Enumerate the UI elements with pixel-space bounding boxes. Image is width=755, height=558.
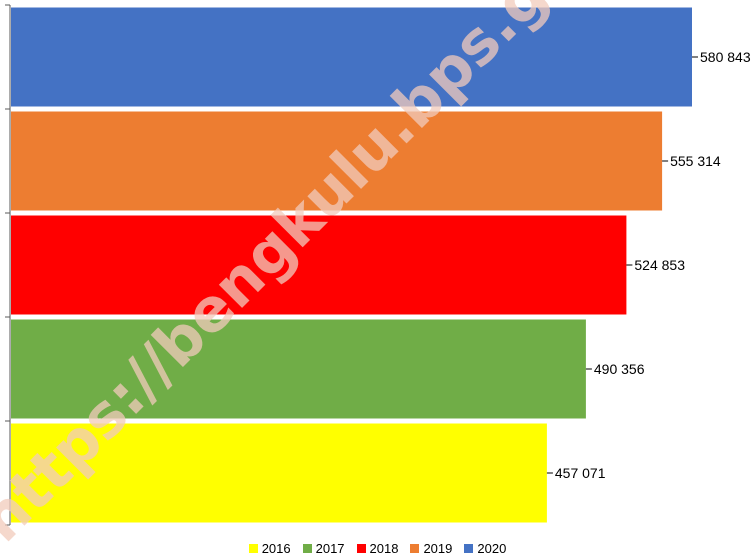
bar-2016	[11, 423, 547, 523]
bar-2017	[11, 319, 586, 419]
bar-2020	[11, 7, 692, 107]
legend-swatch	[410, 543, 420, 553]
value-label-2017: 490 356	[594, 361, 645, 377]
value-label-2019: 555 314	[670, 153, 721, 169]
bars-group	[11, 7, 692, 523]
legend-swatch	[302, 543, 312, 553]
value-label-2020: 580 843	[700, 49, 751, 65]
legend-swatch	[464, 543, 474, 553]
legend-label: 2019	[423, 540, 453, 556]
legend-item-2017: 2017	[302, 540, 345, 556]
legend-item-2018: 2018	[356, 540, 399, 556]
value-label-2016: 457 071	[555, 465, 606, 481]
legend-item-2019: 2019	[410, 541, 452, 556]
legend-item-2016: 2016	[248, 540, 291, 556]
legend-label: 2018	[369, 540, 399, 556]
legend-label: 2016	[261, 540, 291, 556]
bar-2018	[11, 215, 627, 315]
value-labels-group: 457 071 490 356 524 853 555 314 580 843	[546, 49, 751, 481]
bar-2019	[11, 111, 663, 211]
legend-item-2020: 2020	[464, 541, 506, 556]
legend-swatch	[248, 543, 258, 553]
legend: 2016 2017 2018 2019 2020	[0, 539, 755, 557]
legend-swatch	[356, 543, 366, 553]
category-axis	[5, 4, 11, 526]
value-label-2018: 524 853	[634, 257, 685, 273]
legend-label: 2017	[315, 540, 345, 556]
legend-label: 2020	[477, 540, 507, 556]
